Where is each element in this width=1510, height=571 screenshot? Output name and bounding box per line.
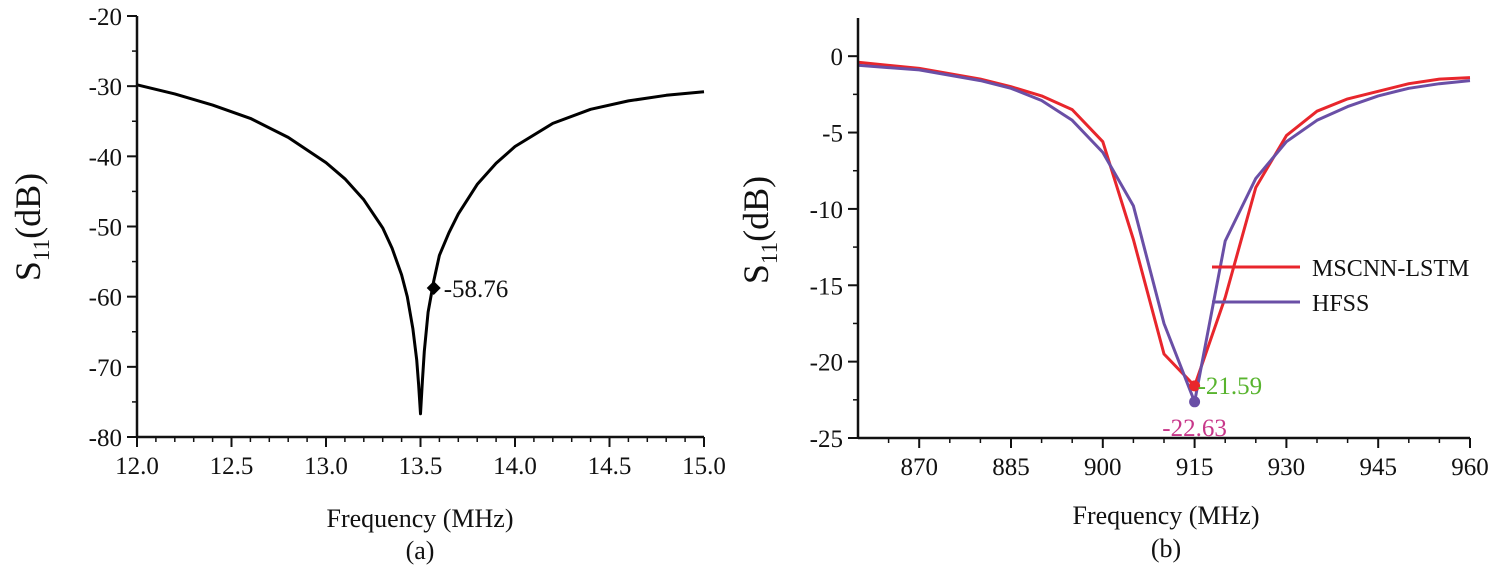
y-tick-label: -50 bbox=[89, 215, 122, 242]
x-tick-label: 12.0 bbox=[115, 453, 159, 480]
x-tick-label: 960 bbox=[1451, 454, 1489, 481]
annotation-marker bbox=[1189, 396, 1201, 408]
annotation-marker bbox=[1189, 380, 1201, 392]
panel-a-y-axis-label: S11(dB) bbox=[8, 173, 54, 281]
panel-b-ticks: 870 885 900 915 930 945 960 0 -5 -10 -15 -20 -25 bbox=[810, 44, 1489, 481]
x-tick-label: 945 bbox=[1359, 454, 1397, 481]
y-tick-label: -10 bbox=[810, 197, 843, 224]
panel-b-series bbox=[857, 60, 1471, 404]
x-tick-label: 14.5 bbox=[588, 453, 632, 480]
panel-a-label: (a) bbox=[406, 536, 435, 565]
series-line-a-0 bbox=[136, 83, 705, 416]
panel-a-x-axis-label: Frequency (MHz) bbox=[327, 504, 514, 533]
annotation-label: -58.76 bbox=[444, 276, 509, 303]
panel-b-annotations: -21.59 -22.63 bbox=[1162, 373, 1262, 442]
panel-b-legend: MSCNN-LSTM HFSS bbox=[1212, 256, 1469, 317]
x-tick-label: 12.5 bbox=[210, 453, 254, 480]
y-tick-label: -70 bbox=[89, 355, 122, 382]
panel-a-y-axis-label-unit: (dB) bbox=[8, 173, 48, 239]
panel-a-annotations: -58.76 bbox=[426, 276, 509, 303]
y-tick-label: -20 bbox=[89, 4, 122, 31]
annotation-marker bbox=[426, 280, 441, 295]
panel-b-x-axis-label: Frequency (MHz) bbox=[1073, 501, 1260, 530]
panel-b: 870 885 900 915 930 945 960 0 -5 -10 -15 -20 -25 -21… bbox=[736, 18, 1489, 563]
y-tick-label: -30 bbox=[89, 74, 122, 101]
x-tick-label: 14.0 bbox=[493, 453, 537, 480]
y-tick-label: -5 bbox=[822, 121, 843, 148]
y-tick-label: 0 bbox=[831, 44, 844, 71]
panel-a-axes bbox=[135, 16, 704, 439]
panel-b-y-axis-label-unit: (dB) bbox=[736, 176, 776, 242]
panel-b-y-axis-label-main: S bbox=[736, 264, 776, 284]
x-tick-label: 885 bbox=[992, 454, 1030, 481]
panel-b-y-axis-label: S11(dB) bbox=[736, 176, 782, 284]
x-tick-label: 870 bbox=[900, 454, 938, 481]
panel-a-series bbox=[136, 83, 705, 416]
x-tick-label: 900 bbox=[1084, 454, 1122, 481]
y-tick-label: -80 bbox=[89, 425, 122, 452]
x-tick-label: 13.0 bbox=[304, 453, 348, 480]
series-line-mscnn-lstm bbox=[857, 60, 1471, 388]
legend-label-mscnn-lstm: MSCNN-LSTM bbox=[1312, 256, 1469, 282]
panel-a-ticks: 12.0 12.5 13.0 13.5 14.0 14.5 15.0 -20 -30 -40 -50… bbox=[89, 4, 726, 480]
annotation-label: -21.59 bbox=[1198, 373, 1263, 400]
panel-a: 12.0 12.5 13.0 13.5 14.0 14.5 15.0 -20 -30 -40 -50… bbox=[8, 4, 726, 565]
annotation-label: -22.63 bbox=[1162, 415, 1227, 442]
y-tick-label: -15 bbox=[810, 273, 843, 300]
panel-b-label: (b) bbox=[1151, 534, 1181, 563]
y-tick-label: -20 bbox=[810, 350, 843, 377]
x-tick-label: 15.0 bbox=[682, 453, 726, 480]
panel-b-axes bbox=[856, 18, 1470, 440]
y-tick-label: -60 bbox=[89, 285, 122, 312]
y-tick-label: -25 bbox=[810, 426, 843, 453]
y-tick-label: -40 bbox=[89, 144, 122, 171]
x-tick-label: 915 bbox=[1176, 454, 1214, 481]
panel-b-y-axis-label-sub: 11 bbox=[757, 242, 782, 264]
legend-label-hfss: HFSS bbox=[1312, 291, 1369, 317]
panel-a-y-axis-label-main: S bbox=[8, 261, 48, 281]
panel-a-y-axis-label-sub: 11 bbox=[29, 239, 54, 261]
x-tick-label: 13.5 bbox=[399, 453, 443, 480]
x-tick-label: 930 bbox=[1268, 454, 1306, 481]
